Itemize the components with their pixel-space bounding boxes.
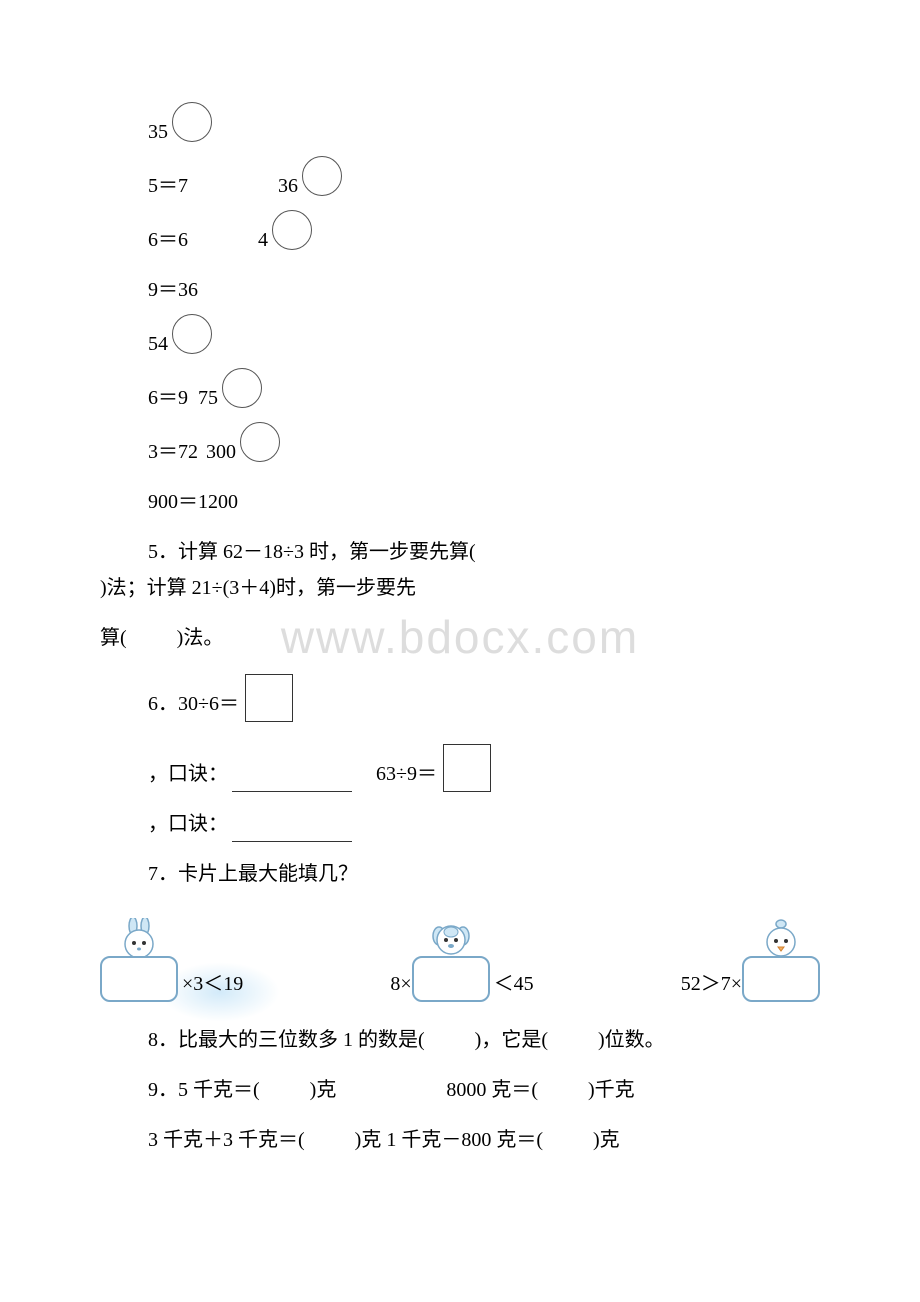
q7-item-1: ×3＜19 <box>100 918 243 1002</box>
text: 3＝72 <box>148 434 198 470</box>
text: )法。 <box>177 620 224 656</box>
math-line-4: 9＝36 <box>100 272 820 308</box>
circle-blank <box>240 422 280 462</box>
text: ＜45 <box>494 966 534 1002</box>
text: )克 <box>593 1122 620 1158</box>
text: 算( <box>100 620 127 656</box>
text: 8．比最大的三位数多 1 的数是( <box>148 1022 425 1058</box>
underline-blank <box>232 820 352 842</box>
math-line-7: 3＝72 300 <box>100 430 820 470</box>
text: 54 <box>148 326 168 362</box>
math-line-1: 35 <box>100 110 820 150</box>
dog-icon <box>427 918 475 960</box>
circle-blank <box>172 102 212 142</box>
text: 300 <box>206 434 236 470</box>
circle-blank <box>272 210 312 250</box>
text: )克 1 千克－800 克＝( <box>355 1122 543 1158</box>
q6-line1: 6．30÷6＝ <box>100 674 820 722</box>
q5-line1: 5．计算 62－18÷3 时，第一步要先算( )法；计算 21÷(3＋4)时，第… <box>100 534 820 606</box>
text: ，口诀： <box>148 756 228 792</box>
math-line-2: 5＝7 36 <box>100 164 820 204</box>
text: )克 <box>310 1072 337 1108</box>
page-content: 35 5＝7 36 6＝6 4 9＝36 54 6＝9 75 3＝72 300 … <box>100 110 820 1158</box>
text: 5．计算 62－18÷3 时，第一步要先算( <box>100 534 476 570</box>
circle-blank <box>222 368 262 408</box>
text: )千克 <box>588 1072 635 1108</box>
q7-item-2: 8× ＜45 <box>390 918 533 1002</box>
rabbit-card <box>100 918 178 1002</box>
dog-card <box>412 918 490 1002</box>
text: 4 <box>258 222 268 258</box>
text: 63÷9＝ <box>376 756 437 792</box>
square-blank <box>443 744 491 792</box>
underline-blank <box>232 770 352 792</box>
q5-line2: 算( )法。 <box>100 620 820 656</box>
text: 52＞7× <box>681 966 742 1002</box>
q7-row: ×3＜19 8× ＜45 <box>100 918 820 1002</box>
text: 5＝7 <box>148 168 188 204</box>
q9-line1: 9．5 千克＝( )克 8000 克＝( )千克 <box>100 1072 820 1108</box>
q7-item-3: 52＞7× <box>681 918 820 1002</box>
text: 6＝9 <box>148 380 188 416</box>
math-line-6: 6＝9 75 <box>100 376 820 416</box>
text: )法；计算 21÷(3＋4)时，第一步要先 <box>100 570 416 606</box>
text: 7．卡片上最大能填几？ <box>148 856 358 892</box>
answer-card <box>412 956 490 1002</box>
text: )位数。 <box>598 1022 665 1058</box>
text: 8× <box>390 966 411 1002</box>
math-line-8: 900＝1200 <box>100 484 820 520</box>
text: 900＝1200 <box>148 484 238 520</box>
circle-blank <box>172 314 212 354</box>
text: 36 <box>278 168 298 204</box>
answer-card <box>100 956 178 1002</box>
text: ×3＜19 <box>182 966 243 1002</box>
text: )，它是( <box>475 1022 548 1058</box>
q7-title: 7．卡片上最大能填几？ <box>100 856 820 892</box>
q9-line2: 3 千克＋3 千克＝( )克 1 千克－800 克＝( )克 <box>100 1122 820 1158</box>
math-line-5: 54 <box>100 322 820 362</box>
q6-line2: ，口诀： 63÷9＝ <box>100 744 820 792</box>
text: 3 千克＋3 千克＝( <box>148 1122 305 1158</box>
rabbit-icon <box>115 918 163 960</box>
text: 9＝36 <box>148 272 198 308</box>
text: ，口诀： <box>148 806 228 842</box>
text: 75 <box>198 380 218 416</box>
answer-card <box>742 956 820 1002</box>
square-blank <box>245 674 293 722</box>
text: 35 <box>148 114 168 150</box>
math-line-3: 6＝6 4 <box>100 218 820 258</box>
q6-line3: ，口诀： <box>100 806 820 842</box>
circle-blank <box>302 156 342 196</box>
text: 6．30÷6＝ <box>148 686 239 722</box>
chick-card <box>742 918 820 1002</box>
text: 9．5 千克＝( <box>148 1072 260 1108</box>
chick-icon <box>757 918 805 960</box>
q8-line: 8．比最大的三位数多 1 的数是( )，它是( )位数。 <box>100 1022 820 1058</box>
text: 8000 克＝( <box>446 1072 538 1108</box>
text: 6＝6 <box>148 222 188 258</box>
